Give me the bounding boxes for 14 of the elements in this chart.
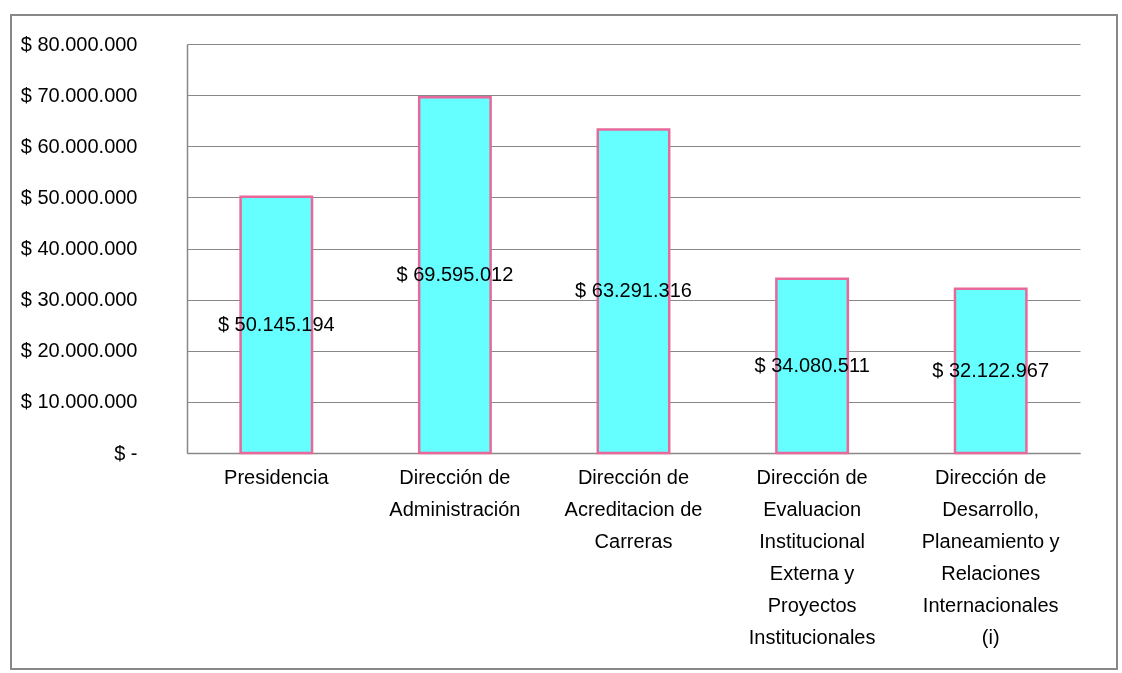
x-tick-label: Dirección de Desarrollo, Planeamiento y Relaciones Internacionales (i)	[921, 465, 1060, 648]
y-tick-label: $ 60.000.000	[20, 134, 138, 157]
y-tick-label: $ -	[114, 441, 138, 464]
y-tick-label: $ 50.000.000	[20, 185, 138, 208]
x-tick-label: Dirección de Evaluacion Institucional Externa y Proyectos Institucionales	[748, 465, 876, 648]
y-tick-label: $ 80.000.000	[20, 32, 138, 55]
y-tick-label: $ 30.000.000	[20, 288, 138, 311]
x-tick-label: Presidencia	[224, 465, 330, 488]
x-tick-label: Dirección de Acreditacion de Carreras	[564, 465, 703, 552]
y-tick-label: $ 20.000.000	[20, 339, 138, 362]
x-tick-label: Dirección de Administración	[389, 465, 521, 520]
y-tick-label: $ 10.000.000	[20, 390, 138, 413]
y-tick-label: $ 70.000.000	[20, 83, 138, 106]
y-tick-label: $ 40.000.000	[20, 237, 138, 259]
